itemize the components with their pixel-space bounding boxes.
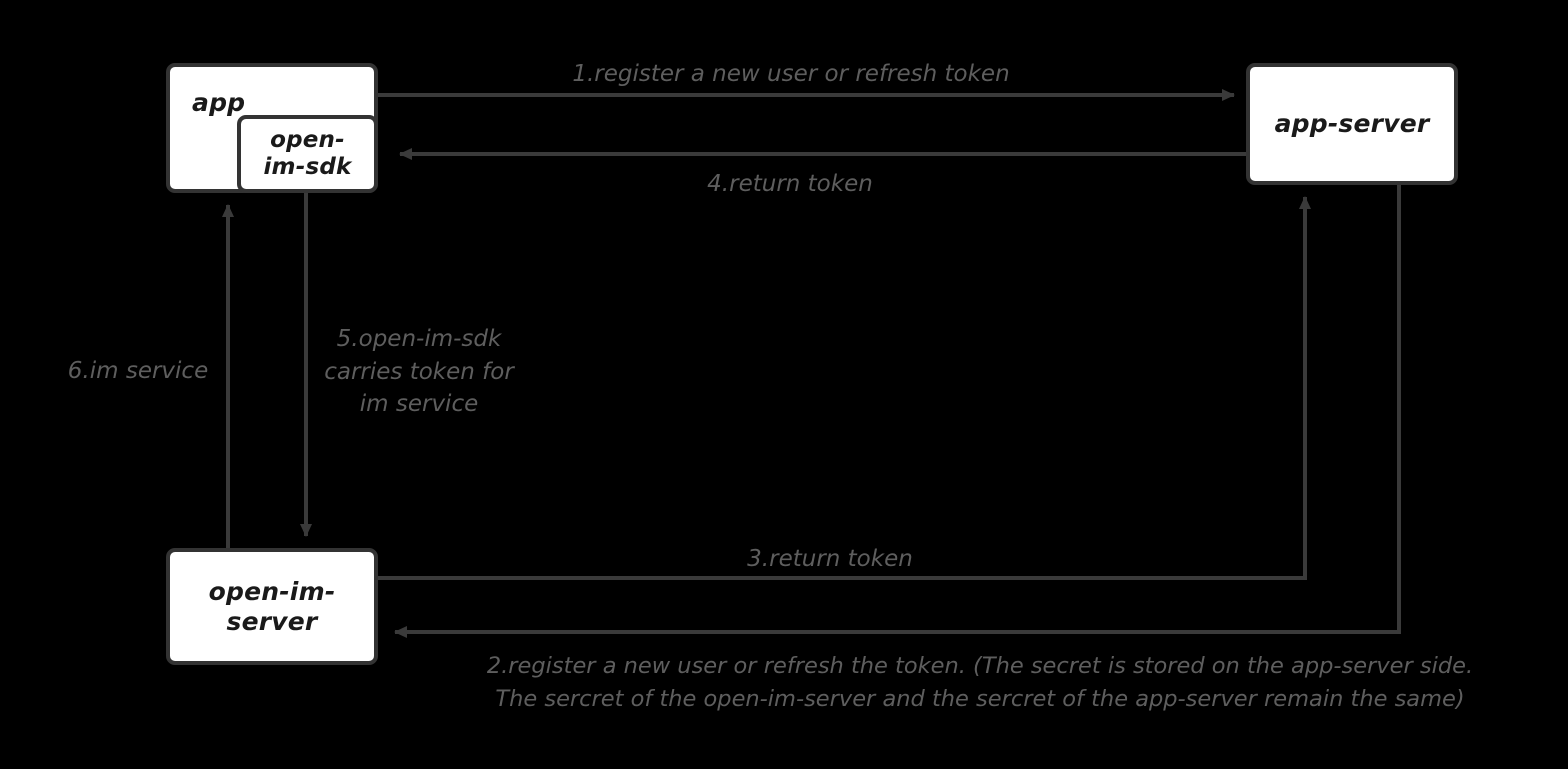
node-open-im-server[interactable]: open-im- server [166,548,378,665]
node-app-server[interactable]: app-server [1246,63,1458,185]
edge-label-3: 3.return token [747,546,913,572]
node-app-server-label: app-server [1274,109,1430,139]
edge-label-2: 2.register a new user or refresh the tok… [486,653,1474,712]
connector-2-register-refresh [394,185,1401,638]
node-open-im-server-label: open-im- server [208,577,336,636]
node-app-label: app [192,88,246,117]
node-open-im-sdk-label: open- im-sdk [263,126,352,180]
edge-label-1: 1.register a new user or refresh token [572,61,1010,87]
edge-label-6: 6.im service [67,358,209,384]
node-open-im-sdk[interactable]: open- im-sdk [237,115,378,193]
connector-3-return-token [378,196,1311,580]
edge-label-4: 4.return token [707,171,873,197]
edge-label-5: 5.open-im-sdk carries token for im servi… [324,326,514,418]
